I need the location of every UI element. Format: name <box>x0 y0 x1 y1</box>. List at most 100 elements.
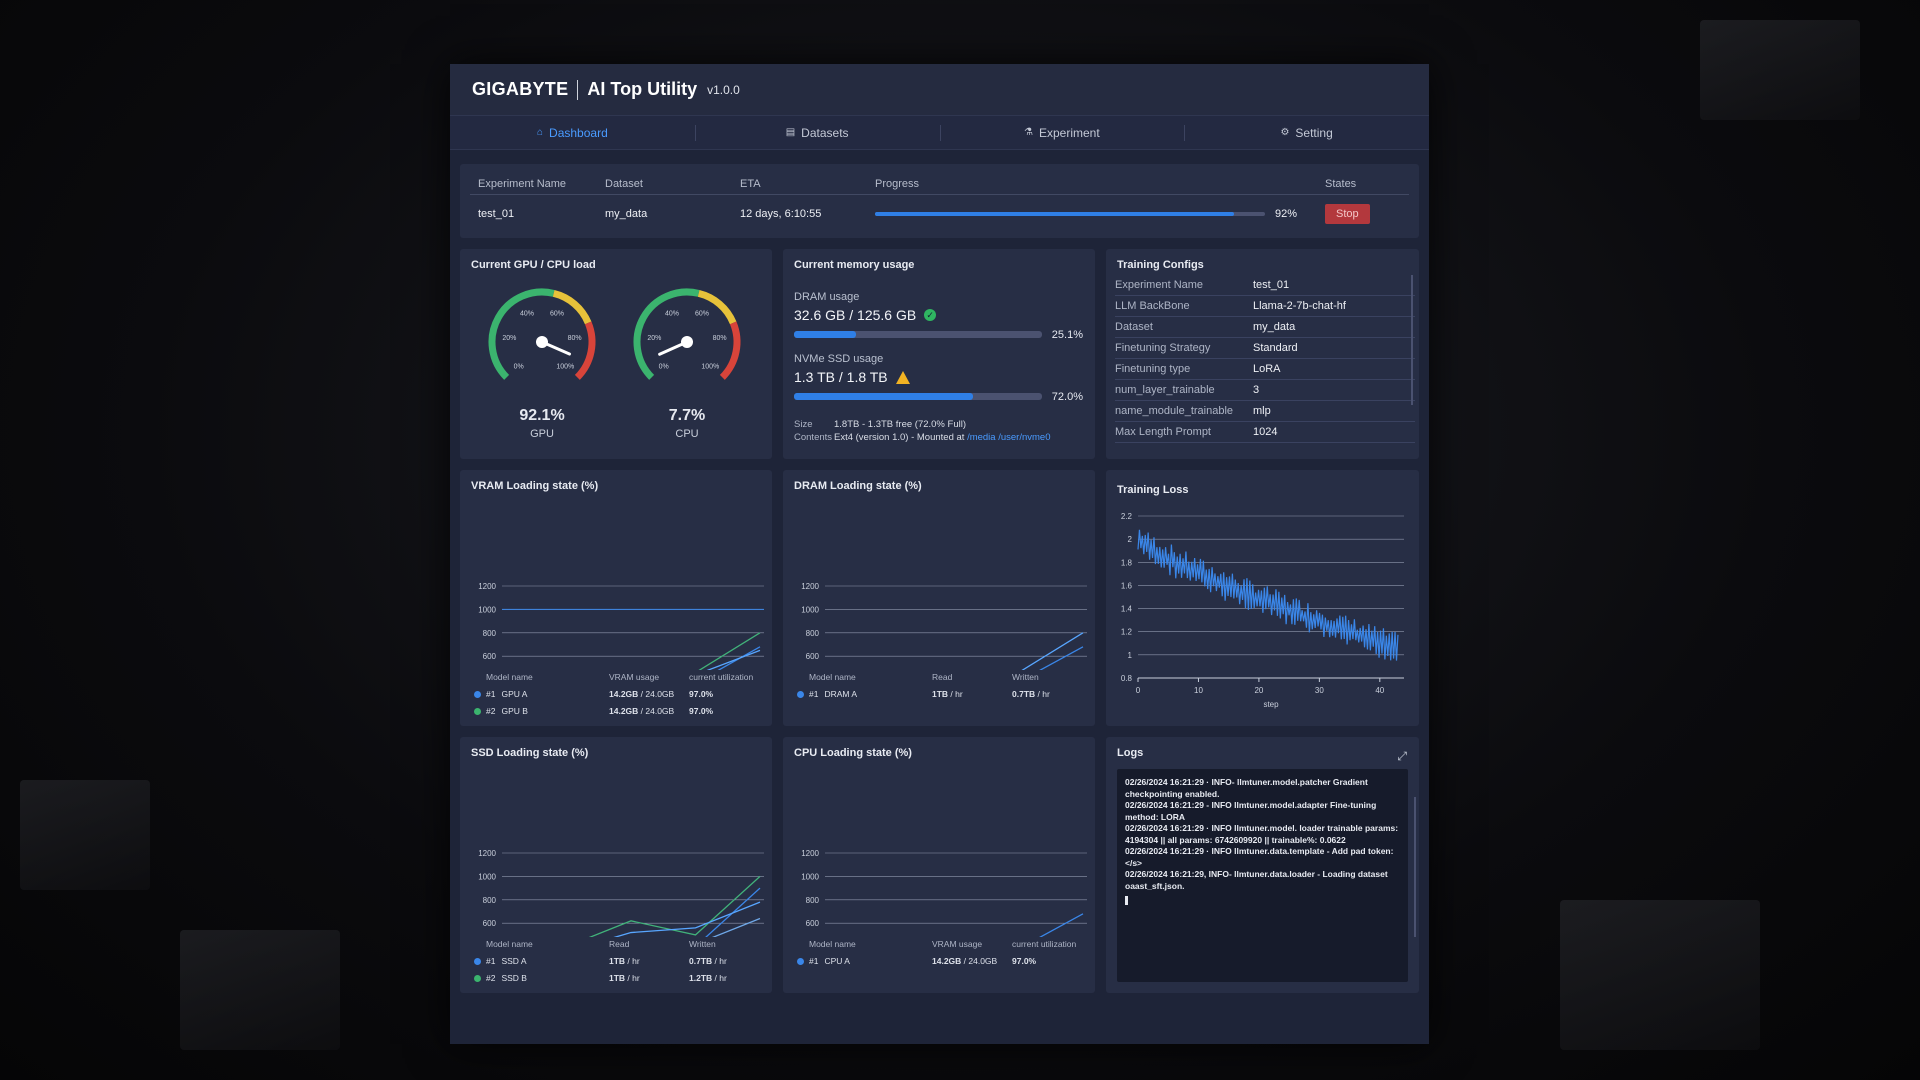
series-line <box>711 917 761 937</box>
series-color-dot <box>797 690 804 698</box>
legend-col-header: Written <box>1012 672 1039 682</box>
tab-datasets[interactable]: ▤ Datasets <box>694 116 940 149</box>
logs-panel: Logs ⤢ 02/26/2024 16:21:29 · INFO- llmtu… <box>1106 737 1419 993</box>
load-gauges: 0% 20% 40% 60% 80% 100% 0% 20% 40% 60% 80% 100% <box>488 288 741 380</box>
background-cube <box>180 930 340 1050</box>
series-line <box>613 901 761 937</box>
vram-line-chart: 200400600800100012002hr6hr10hr12hr16hr <box>478 582 764 670</box>
legend-row: #1 GPU A 14.2GB / 24.0GB 97.0% <box>474 689 760 699</box>
stop-button[interactable]: Stop <box>1325 204 1370 224</box>
tab-experiment[interactable]: ⚗ Experiment <box>939 116 1185 149</box>
y-tick-label: 1.4 <box>1121 605 1133 614</box>
x-tick-label: 0 <box>1136 686 1141 695</box>
panel-title: DRAM Loading state (%) <box>794 480 922 492</box>
background-cube <box>1700 20 1860 120</box>
x-tick-label: 40 <box>1375 686 1384 695</box>
config-value: Llama-2-7b-chat-hf <box>1253 300 1346 312</box>
y-tick-label: 800 <box>483 629 497 638</box>
gpu-label: GPU <box>530 428 554 440</box>
log-console[interactable]: 02/26/2024 16:21:29 · INFO- llmtuner.mod… <box>1117 769 1408 982</box>
legend-value-main: 14.2GB <box>932 956 962 966</box>
series-line <box>588 875 761 937</box>
y-tick-label: 800 <box>483 896 497 905</box>
logs-scrollbar[interactable] <box>1414 797 1416 937</box>
gauge-tick-label: 80% <box>568 335 582 342</box>
legend-row: #1 SSD A 1TB / hr 0.7TB / hr <box>474 956 760 966</box>
ssd-usage-label: NVMe SSD usage <box>794 353 884 365</box>
gauge-hub <box>681 336 693 348</box>
memory-panel: Current memory usage DRAM usage 32.6 GB … <box>783 249 1095 459</box>
legend-value-main: 97.0% <box>689 706 714 716</box>
nav-tabs: ⌂ Dashboard ▤ Datasets ⚗ Experiment ⚙ Se… <box>450 116 1429 150</box>
config-row: name_module_trainable mlp <box>1115 401 1415 422</box>
expand-icon[interactable]: ⤢ <box>1397 749 1407 763</box>
config-row: Experiment Name test_01 <box>1115 275 1415 296</box>
legend-value-sub: / 24.0GB <box>638 689 675 699</box>
cpu-chart-panel: CPU Loading state (%) 200400600800100012… <box>783 737 1095 993</box>
config-value: 3 <box>1253 384 1260 396</box>
cpu-line-chart: 200400600800100012002hr6hr10hr12hr16hr <box>801 849 1087 937</box>
y-tick-label: 2 <box>1128 535 1133 544</box>
y-tick-label: 600 <box>806 652 820 661</box>
legend-value-main: 14.2GB <box>609 689 639 699</box>
dram-usage-label: DRAM usage <box>794 291 860 303</box>
legend-value-main: 1TB <box>609 973 626 983</box>
gauge-tick-label: 20% <box>647 335 661 342</box>
table-row: test_01 my_data 12 days, 6:10:55 92% Sto… <box>470 204 1409 224</box>
dram-usage-percent: 25.1% <box>1051 329 1083 341</box>
eta-value: 12 days, 6:10:55 <box>740 208 822 220</box>
gauge-tick-label: 100% <box>701 363 719 370</box>
legend-value-main: 14.2GB <box>609 706 639 716</box>
y-tick-label: 1 <box>1128 651 1133 660</box>
legend-value-main: 1TB <box>609 956 626 966</box>
tab-setting[interactable]: ⚙ Setting <box>1184 116 1429 149</box>
config-key: Experiment Name <box>1115 279 1204 291</box>
legend-value-sub: / hr <box>948 689 963 699</box>
legend-col-header: current utilization <box>1012 939 1077 949</box>
y-tick-label: 1.6 <box>1121 581 1133 590</box>
legend-value-sub: / hr <box>712 956 727 966</box>
ssd-usage-text: 1.3 TB / 1.8 TB <box>794 369 888 385</box>
legend-col-header: Model name <box>486 672 533 682</box>
y-tick-label: 1.2 <box>1121 628 1133 637</box>
legend-value: 14.2GB / 24.0GB <box>609 689 689 699</box>
legend-row: #2 SSD B 1TB / hr 1.2TB / hr <box>474 973 760 983</box>
legend-row: #2 GPU B 14.2GB / 24.0GB 97.0% <box>474 706 760 716</box>
legend-value: 1.2TB / hr <box>689 973 759 983</box>
ssd-usage-value: 1.3 TB / 1.8 TB <box>794 369 910 385</box>
ssd-size-info: Size 1.8TB - 1.3TB free (72.0% Full) <box>794 419 966 430</box>
ssd-usage-fill <box>794 393 973 400</box>
legend-value-sub: / hr <box>712 973 727 983</box>
tab-dashboard[interactable]: ⌂ Dashboard <box>450 116 695 149</box>
gauge-tick-label: 80% <box>713 335 727 342</box>
panel-title: SSD Loading state (%) <box>471 747 589 759</box>
legend-value-main: 1.2TB <box>689 973 713 983</box>
y-tick-label: 2.2 <box>1121 512 1133 521</box>
series-color-dot <box>797 957 804 965</box>
y-tick-label: 0.8 <box>1121 674 1133 683</box>
configs-scrollbar[interactable] <box>1411 275 1413 405</box>
column-header: Dataset <box>605 178 643 190</box>
mount-path-link[interactable]: /media /user/nvme0 <box>967 432 1051 443</box>
config-value: my_data <box>1253 321 1296 333</box>
legend-col-header: Model name <box>486 939 533 949</box>
legend-value-main: 1TB <box>932 689 949 699</box>
vram-chart-panel: VRAM Loading state (%) 20040060080010001… <box>460 470 772 726</box>
dram-usage-value: 32.6 GB / 125.6 GB ✓ <box>794 307 937 323</box>
column-header: Experiment Name <box>478 178 567 190</box>
y-tick-label: 600 <box>806 919 820 928</box>
legend-model: #1 DRAM A <box>797 689 932 699</box>
legend-col-header: Read <box>609 939 630 949</box>
config-value: test_01 <box>1253 279 1290 291</box>
column-header: ETA <box>740 178 761 190</box>
tab-label: Datasets <box>801 125 849 140</box>
background-cube <box>1560 900 1760 1050</box>
y-tick-label: 1200 <box>801 582 819 591</box>
legend-id: #1 <box>486 689 496 699</box>
y-tick-label: 1.8 <box>1121 558 1133 567</box>
legend-col-header: VRAM usage <box>609 672 660 682</box>
contents-text: Ext4 (version 1.0) - Mounted at <box>834 432 968 443</box>
y-tick-label: 1000 <box>801 872 819 881</box>
legend-id: #1 <box>486 956 496 966</box>
background-cube <box>20 780 150 890</box>
